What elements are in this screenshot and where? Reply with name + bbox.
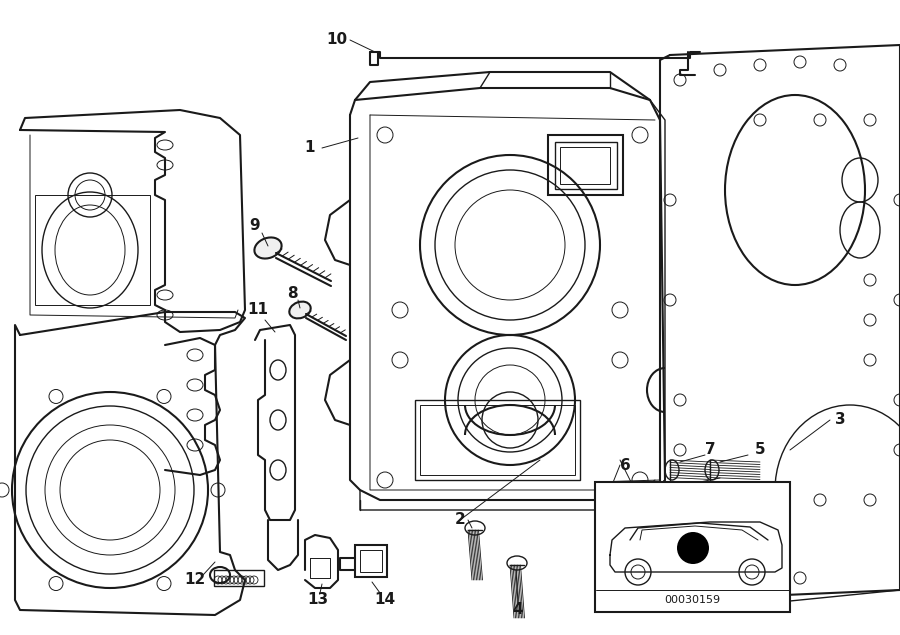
Text: 6: 6 bbox=[619, 457, 630, 472]
Bar bbox=[360, 550, 382, 572]
Text: 10: 10 bbox=[327, 32, 347, 48]
Bar bbox=[214, 570, 264, 586]
Text: 13: 13 bbox=[308, 592, 328, 608]
Text: 2: 2 bbox=[454, 512, 465, 528]
Bar bbox=[355, 545, 387, 577]
Text: 1: 1 bbox=[305, 140, 315, 156]
Bar bbox=[35, 195, 150, 305]
Text: 12: 12 bbox=[184, 573, 205, 587]
Bar bbox=[595, 482, 790, 612]
Text: 4: 4 bbox=[513, 603, 523, 617]
Circle shape bbox=[677, 532, 709, 564]
Text: 8: 8 bbox=[287, 286, 297, 300]
Text: 00030159: 00030159 bbox=[664, 595, 720, 605]
Text: 11: 11 bbox=[248, 302, 268, 318]
Text: 14: 14 bbox=[374, 592, 396, 608]
Bar bbox=[548, 135, 623, 195]
Bar bbox=[555, 142, 617, 189]
Ellipse shape bbox=[289, 302, 310, 318]
Ellipse shape bbox=[255, 237, 282, 258]
Text: 3: 3 bbox=[834, 413, 845, 427]
Bar bbox=[560, 147, 610, 184]
Text: 7: 7 bbox=[705, 443, 716, 457]
Bar bbox=[415, 400, 580, 480]
Text: 5: 5 bbox=[755, 443, 765, 457]
Bar bbox=[420, 405, 575, 475]
Text: 9: 9 bbox=[249, 218, 260, 232]
